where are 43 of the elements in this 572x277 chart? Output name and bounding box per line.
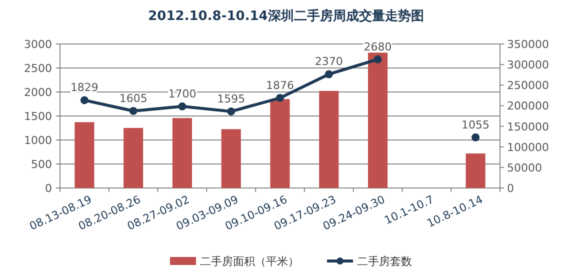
point [178,102,186,110]
y2-tick-label: 300000 [507,58,549,72]
data-label: 1055 [462,118,490,132]
legend-label: 二手房套数 [357,255,412,268]
point [129,106,138,115]
y-tick-label: 1000 [24,134,52,147]
y2-tick-label: 0 [507,182,514,195]
y-tick-label: 2500 [24,62,52,75]
y2-tick-label: 250000 [507,79,549,92]
y-tick-label: 500 [31,158,52,171]
chart-title: 2012.10.8-10.14深圳二手房周成交量走势图 [148,8,424,24]
point [472,133,480,142]
y2-tick-label: 200000 [507,100,549,113]
legend-label: 二手房面积（平米） [200,255,299,268]
y-tick-label: 1500 [24,110,52,123]
y-tick-label: 3000 [24,38,52,51]
point [80,96,88,104]
y-tick-label: 0 [45,182,52,195]
data-label: 2370 [314,55,343,68]
point [324,70,333,78]
data-label: 1605 [119,92,148,105]
bar [124,128,144,188]
data-label: 1876 [266,78,294,92]
data-label: 2680 [364,40,392,54]
y-tick-label: 2000 [24,86,52,99]
bar [466,153,486,188]
data-label: 1595 [217,92,246,106]
y2-tick-label: 50000 [507,161,542,174]
y2-tick-label: 100000 [507,140,549,154]
bar [368,52,388,188]
bar [172,118,192,188]
legend: 二手房面积（平米） [170,255,299,268]
bar [319,90,339,188]
y2-tick-label: 350000 [507,38,549,51]
point [374,55,382,64]
data-label: 1829 [70,81,98,94]
point [227,107,236,116]
bar [270,99,290,188]
point [276,94,284,102]
bar [221,129,241,188]
y2-tick-label: 150000 [507,120,549,134]
legend: 二手房套数 [327,255,412,268]
bar [74,122,94,188]
